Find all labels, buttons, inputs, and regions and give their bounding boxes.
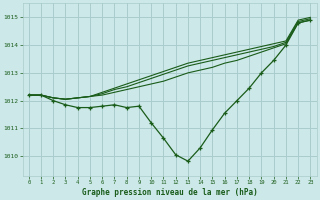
X-axis label: Graphe pression niveau de la mer (hPa): Graphe pression niveau de la mer (hPa) <box>82 188 258 197</box>
